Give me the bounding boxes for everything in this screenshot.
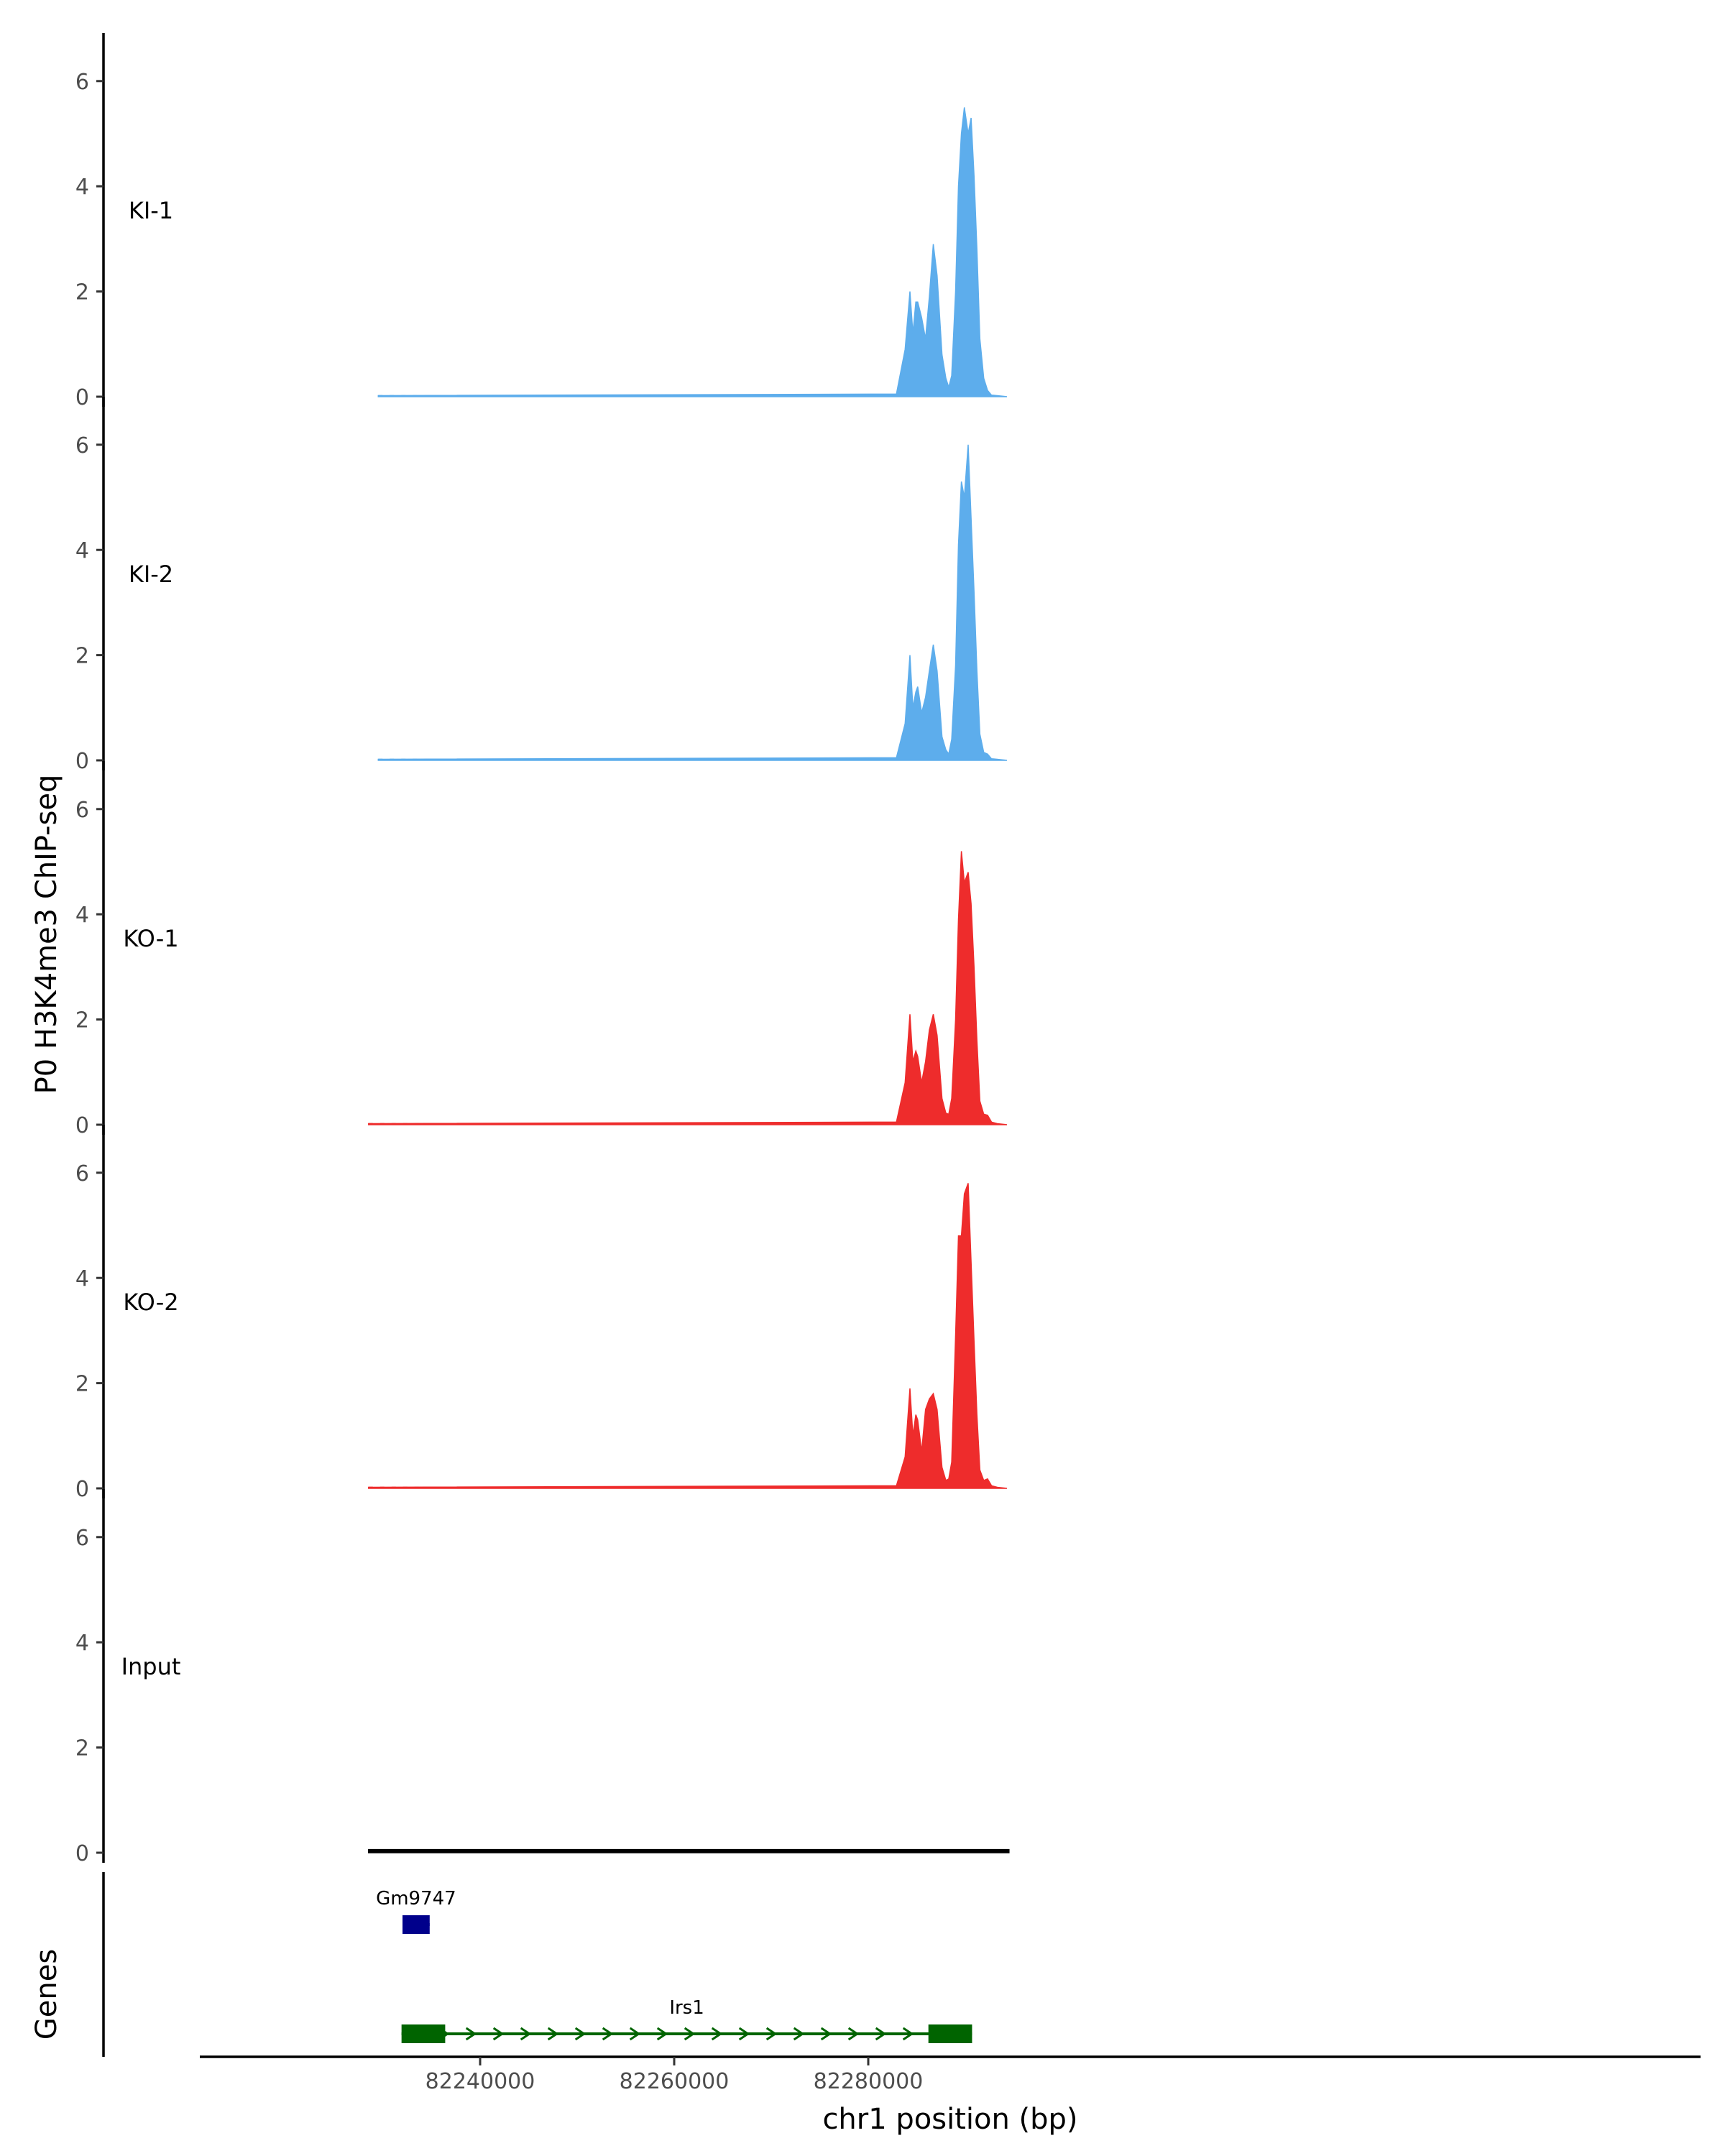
x-axis-title: chr1 position (bp) [822,2103,1077,2136]
track-label: KO-1 [123,925,178,952]
y-tick-label: 0 [75,385,89,410]
y-tick-label: 6 [75,70,89,95]
y-tick-label: 2 [75,280,89,305]
track-label: Input [121,1653,181,1680]
tracks-layer: 0 2 4 6 KI-1 0 2 4 6 KI-2 0 2 4 6 KO-1 0 2 4 6 KO-2 0 2 4 6 Inpu… [75,33,1010,1866]
gene-exon [402,1915,430,1934]
strand-chevron [847,2027,860,2041]
y-tick-label: 4 [75,1631,89,1656]
gene-label: Irs1 [669,1997,704,2019]
y-tick-label: 0 [75,1841,89,1866]
strand-chevron [711,2027,723,2041]
y-tick-label: 6 [75,433,89,459]
gene-exon [928,2024,972,2043]
y-tick-label: 6 [75,798,89,823]
strand-chevron [820,2027,832,2041]
strand-chevron [602,2027,614,2041]
track-area [368,1848,1010,1853]
track-ki-2: 0 2 4 6 KI-2 [75,397,1008,774]
track-area [377,444,1008,761]
track-ko-2: 0 2 4 6 KO-2 [75,1125,1008,1502]
strand-chevron [656,2027,668,2041]
track-label: KI-2 [129,561,173,588]
strand-chevron [793,2027,805,2041]
y-tick-label: 4 [75,175,89,200]
y-axis-title: P0 H3K4me3 ChIP-seq [30,775,63,1095]
strand-chevron [492,2027,505,2041]
x-tick-label: 82280000 [814,2069,924,2094]
gene-irs1: Irs1 [401,1997,972,2043]
strand-chevron [684,2027,696,2041]
strand-chevron [629,2027,641,2041]
track-input: 0 2 4 6 Input [75,1489,1010,1866]
y-tick-label: 0 [75,1113,89,1138]
y-tick-label: 2 [75,1736,89,1761]
y-tick-label: 0 [75,749,89,774]
track-area [368,1183,1008,1489]
strand-chevron [465,2027,477,2041]
track-label: KI-1 [129,197,173,224]
strand-chevron [574,2027,586,2041]
x-tick-label: 82260000 [620,2069,730,2094]
strand-chevron [738,2027,750,2041]
y-tick-label: 4 [75,903,89,928]
genes-axis-title: Genes [30,1949,63,2040]
y-tick-label: 4 [75,1266,89,1291]
strand-chevron [547,2027,559,2041]
y-tick-label: 6 [75,1161,89,1187]
y-tick-label: 2 [75,1008,89,1033]
track-area [368,851,1008,1125]
strand-chevron [520,2027,532,2041]
track-label: KO-2 [123,1289,178,1316]
strand-chevron [765,2027,778,2041]
y-tick-label: 2 [75,644,89,669]
y-tick-label: 6 [75,1526,89,1551]
gene-label: Gm9747 [376,1888,456,1909]
strand-chevron [875,2027,887,2041]
y-tick-label: 0 [75,1477,89,1502]
x-tick-label: 82240000 [426,2069,535,2094]
strand-chevron [902,2027,914,2041]
gene-exon [401,2024,446,2043]
genes-panel: Gm9747 Irs1 [102,1872,972,2057]
y-tick-label: 4 [75,538,89,563]
y-tick-label: 2 [75,1372,89,1397]
track-area [377,107,1008,397]
track-ki-1: 0 2 4 6 KI-1 [75,33,1008,410]
gene-gm9747: Gm9747 [376,1888,456,1934]
track-ko-1: 0 2 4 6 KO-1 [75,761,1008,1138]
x-axis: 82240000 82260000 82280000 [200,2055,1701,2094]
